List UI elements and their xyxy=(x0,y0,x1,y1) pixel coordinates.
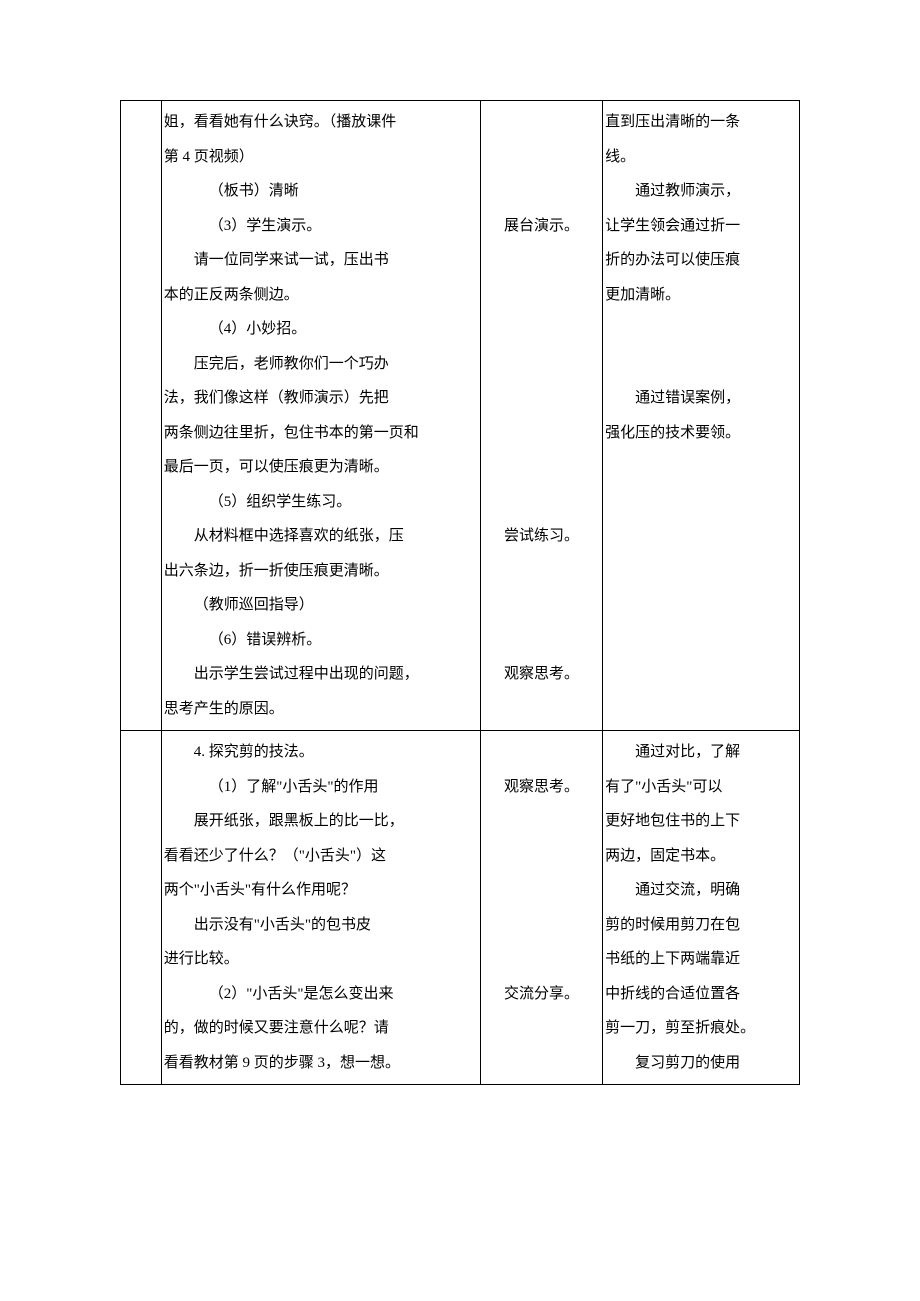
text-line: （4）小妙招。 xyxy=(164,312,478,347)
col-student-activity: 观察思考。 交流分享。 xyxy=(480,731,602,1085)
text-line: 法，我们像这样（教师演示）先把 xyxy=(164,381,478,416)
text-line xyxy=(483,140,600,175)
text-line: 剪的时候用剪刀在包 xyxy=(605,908,797,943)
text-line: 让学生领会通过折一 xyxy=(605,209,797,244)
text-line xyxy=(483,347,600,382)
col-design-intent: 直到压出清晰的一条线。通过教师演示，让学生领会通过折一折的办法可以使压痕更加清晰… xyxy=(603,101,800,731)
text-line xyxy=(483,908,600,943)
text-line: （3）学生演示。 xyxy=(164,209,478,244)
text-line: 出六条边，折一折使压痕更清晰。 xyxy=(164,554,478,589)
text-line: 更好地包住书的上下 xyxy=(605,804,797,839)
text-line xyxy=(483,588,600,623)
text-line: 复习剪刀的使用 xyxy=(605,1046,797,1081)
text-line xyxy=(605,312,797,347)
text-line xyxy=(483,839,600,874)
text-line: 看看还少了什么？（"小舌头"）这 xyxy=(164,839,478,874)
text-line: 展台演示。 xyxy=(483,209,600,244)
text-line: （教师巡回指导） xyxy=(164,588,478,623)
text-line: 思考产生的原因。 xyxy=(164,692,478,727)
text-line xyxy=(483,174,600,209)
text-line: （1）了解"小舌头"的作用 xyxy=(164,770,478,805)
text-line: 直到压出清晰的一条 xyxy=(605,105,797,140)
table-row: 姐，看看她有什么诀窍。（播放课件第 4 页视频）（板书）清晰（3）学生演示。请一… xyxy=(121,101,800,731)
text-line xyxy=(483,804,600,839)
text-line xyxy=(483,278,600,313)
text-line: （5）组织学生练习。 xyxy=(164,485,478,520)
text-line xyxy=(483,416,600,451)
text-line: 最后一页，可以使压痕更为清晰。 xyxy=(164,450,478,485)
col-teacher-activity: 姐，看看她有什么诀窍。（播放课件第 4 页视频）（板书）清晰（3）学生演示。请一… xyxy=(161,101,480,731)
text-line: 看看教材第 9 页的步骤 3，想一想。 xyxy=(164,1046,478,1081)
text-line: 折的办法可以使压痕 xyxy=(605,243,797,278)
text-line: 通过交流，明确 xyxy=(605,873,797,908)
text-line: 中折线的合适位置各 xyxy=(605,977,797,1012)
text-line: 观察思考。 xyxy=(483,770,600,805)
table-row: 4. 探究剪的技法。（1）了解"小舌头"的作用展开纸张，跟黑板上的比一比，看看还… xyxy=(121,731,800,1085)
text-line xyxy=(483,381,600,416)
col-design-intent: 通过对比，了解有了"小舌头"可以更好地包住书的上下两边，固定书本。通过交流，明确… xyxy=(603,731,800,1085)
text-line: 交流分享。 xyxy=(483,977,600,1012)
text-line: （板书）清晰 xyxy=(164,174,478,209)
text-line: 强化压的技术要领。 xyxy=(605,416,797,451)
text-line xyxy=(483,554,600,589)
text-line: （6）错误辨析。 xyxy=(164,623,478,658)
text-line: 更加清晰。 xyxy=(605,278,797,313)
col-teacher-activity: 4. 探究剪的技法。（1）了解"小舌头"的作用展开纸张，跟黑板上的比一比，看看还… xyxy=(161,731,480,1085)
text-line xyxy=(605,347,797,382)
text-line: 通过错误案例， xyxy=(605,381,797,416)
text-line: 通过教师演示， xyxy=(605,174,797,209)
text-line: 姐，看看她有什么诀窍。（播放课件 xyxy=(164,105,478,140)
text-line: 尝试练习。 xyxy=(483,519,600,554)
text-line xyxy=(483,942,600,977)
text-line: 观察思考。 xyxy=(483,657,600,692)
text-line xyxy=(483,312,600,347)
text-line: 4. 探究剪的技法。 xyxy=(164,735,478,770)
col-stage xyxy=(121,101,162,731)
text-line: 两边，固定书本。 xyxy=(605,839,797,874)
text-line xyxy=(483,450,600,485)
text-line: 剪一刀，剪至折痕处。 xyxy=(605,1011,797,1046)
text-line: 的，做的时候又要注意什么呢？请 xyxy=(164,1011,478,1046)
text-line xyxy=(483,735,600,770)
text-line: 展开纸张，跟黑板上的比一比， xyxy=(164,804,478,839)
text-line: 线。 xyxy=(605,140,797,175)
text-line xyxy=(483,485,600,520)
text-line: 出示没有"小舌头"的包书皮 xyxy=(164,908,478,943)
text-line: 两个"小舌头"有什么作用呢？ xyxy=(164,873,478,908)
text-line: （2）"小舌头"是怎么变出来 xyxy=(164,977,478,1012)
text-line xyxy=(483,873,600,908)
text-line: 出示学生尝试过程中出现的问题， xyxy=(164,657,478,692)
text-line: 书纸的上下两端靠近 xyxy=(605,942,797,977)
text-line xyxy=(483,243,600,278)
text-line: 压完后，老师教你们一个巧办 xyxy=(164,347,478,382)
document-page: 姐，看看她有什么诀窍。（播放课件第 4 页视频）（板书）清晰（3）学生演示。请一… xyxy=(0,0,920,1145)
col-stage xyxy=(121,731,162,1085)
text-line: 通过对比，了解 xyxy=(605,735,797,770)
text-line: 本的正反两条侧边。 xyxy=(164,278,478,313)
text-line xyxy=(483,105,600,140)
text-line xyxy=(483,623,600,658)
text-line: 进行比较。 xyxy=(164,942,478,977)
text-line: 两条侧边往里折，包住书本的第一页和 xyxy=(164,416,478,451)
col-student-activity: 展台演示。 尝试练习。 观察思考。 xyxy=(480,101,602,731)
text-line: 有了"小舌头"可以 xyxy=(605,770,797,805)
text-line: 请一位同学来试一试，压出书 xyxy=(164,243,478,278)
lesson-table: 姐，看看她有什么诀窍。（播放课件第 4 页视频）（板书）清晰（3）学生演示。请一… xyxy=(120,100,800,1085)
text-line: 从材料框中选择喜欢的纸张，压 xyxy=(164,519,478,554)
text-line: 第 4 页视频） xyxy=(164,140,478,175)
